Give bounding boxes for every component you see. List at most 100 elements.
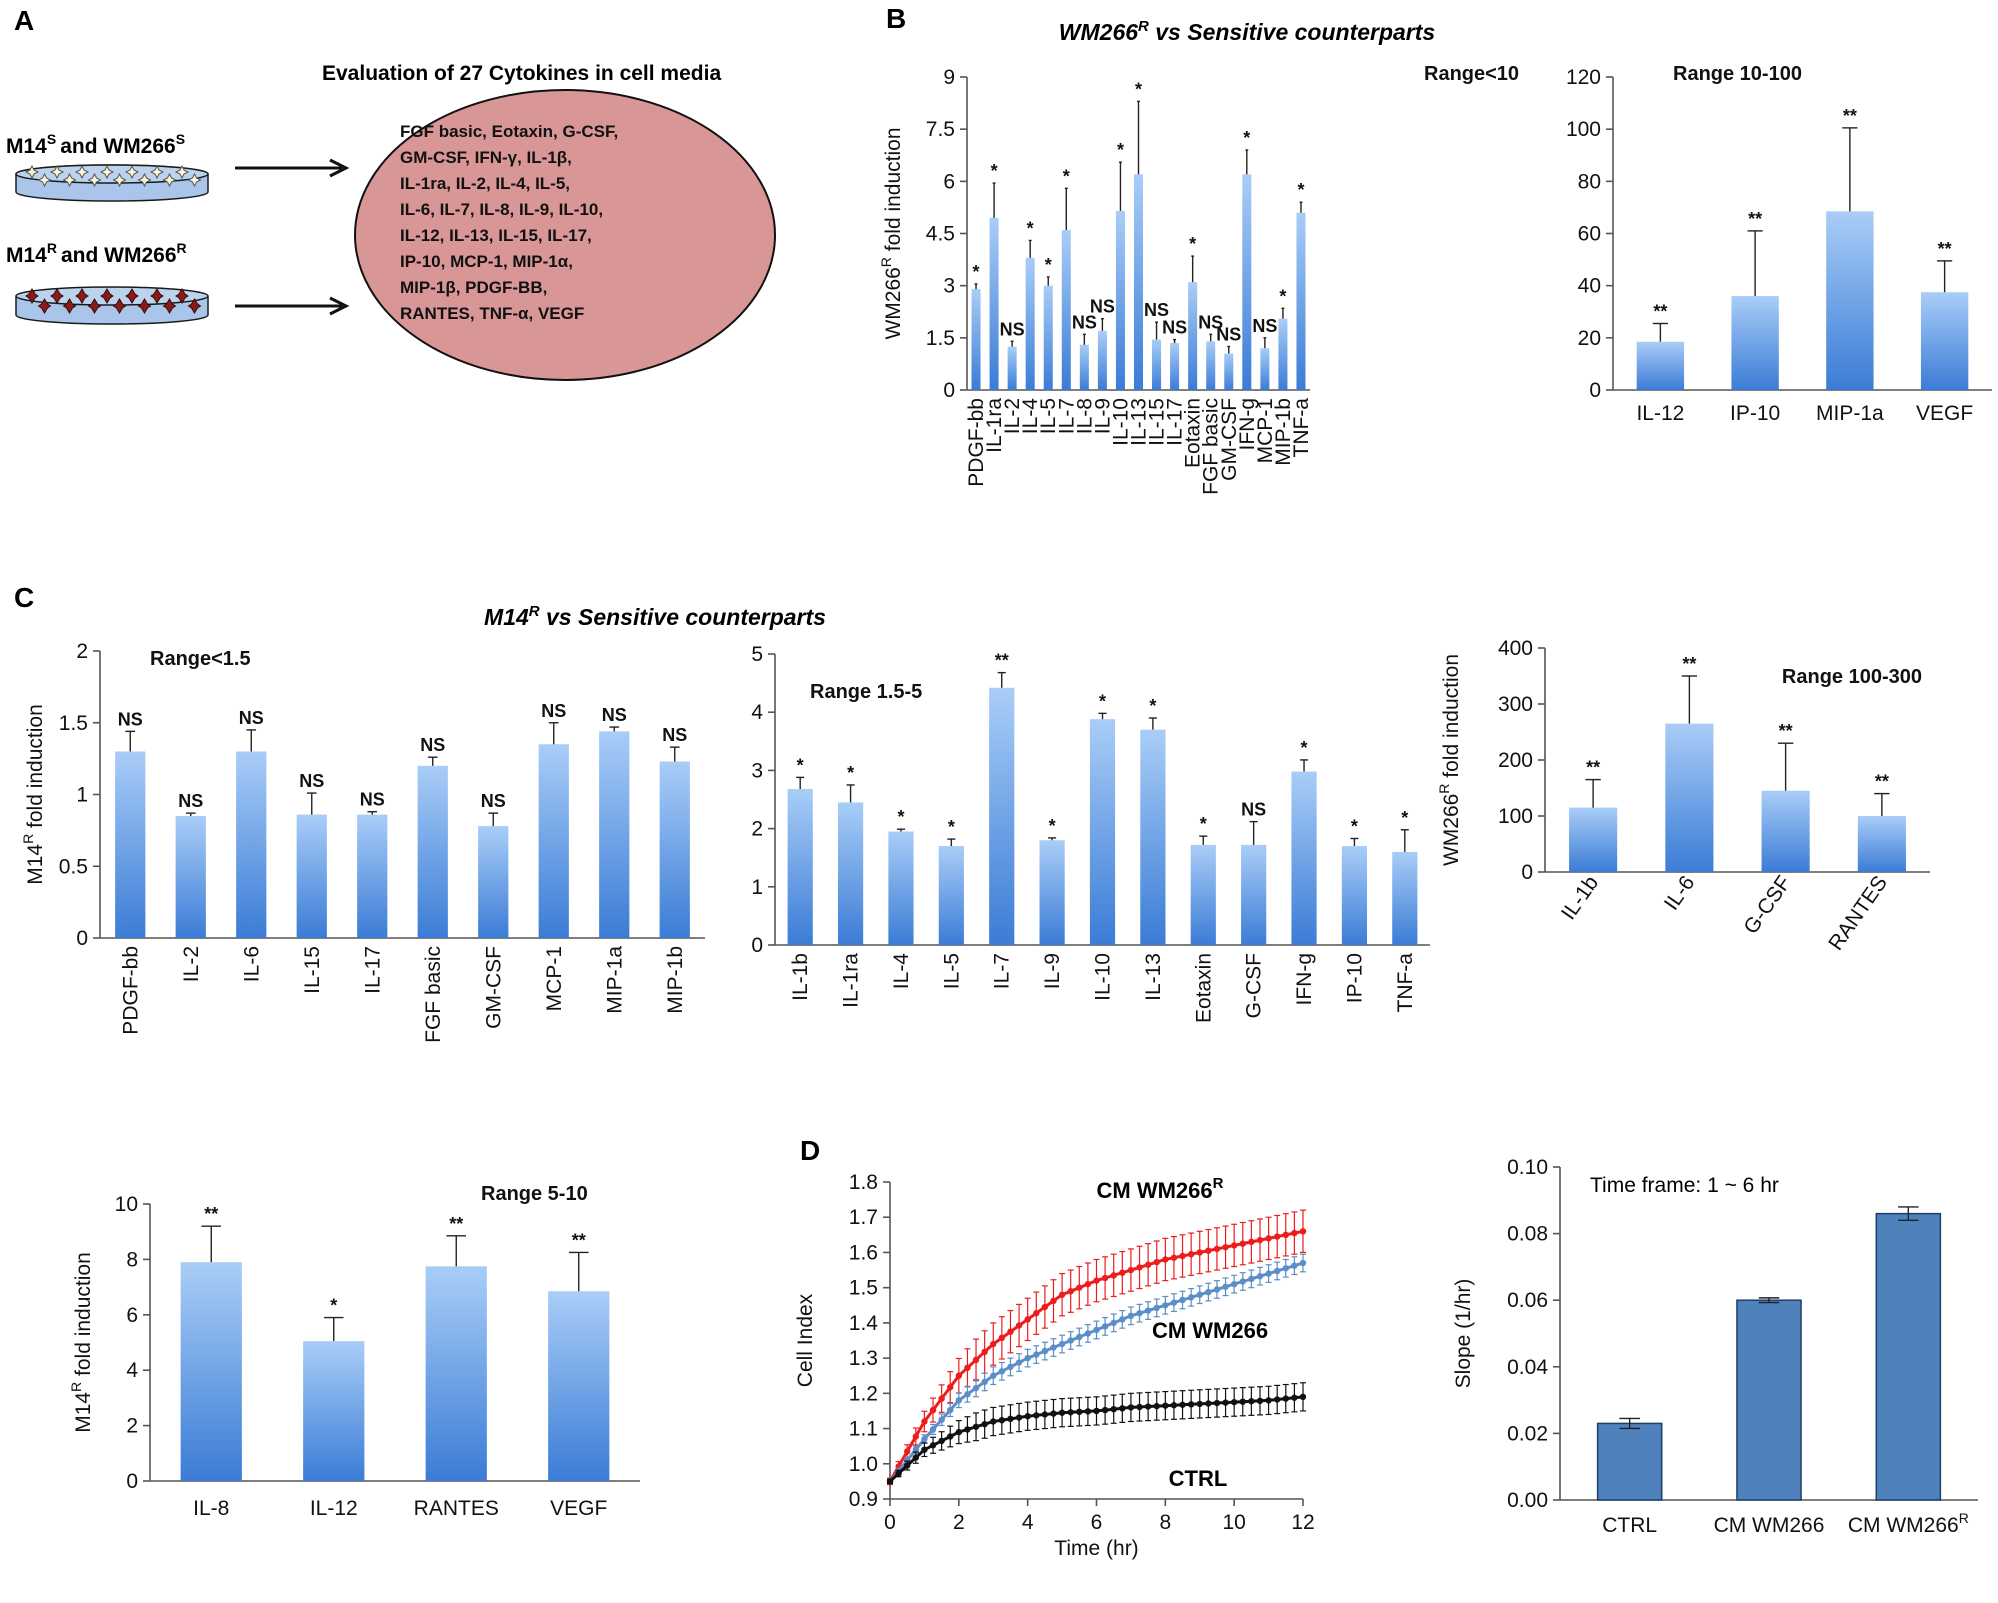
data-point <box>1033 1412 1040 1419</box>
significance-label: * <box>1099 691 1106 711</box>
significance-label: * <box>1351 816 1358 836</box>
sensitive-cell-icon <box>137 172 152 188</box>
significance-label: NS <box>662 725 687 745</box>
significance-label: * <box>1279 286 1286 306</box>
category-label: FGF basic <box>1200 398 1223 495</box>
y-axis-title: WM266R fold induction <box>878 127 905 339</box>
data-point <box>1076 1333 1083 1341</box>
significance-label: NS <box>602 705 627 725</box>
x-tick-label: 2 <box>953 1511 965 1534</box>
data-point <box>895 1470 902 1477</box>
data-point <box>947 1433 954 1440</box>
significance-label: * <box>991 161 998 181</box>
bar <box>989 687 1015 945</box>
y-tick-label: 300 <box>1498 693 1533 716</box>
data-point <box>1248 1238 1255 1246</box>
range-label: Range 100-300 <box>1782 666 1922 688</box>
bar <box>357 814 388 938</box>
category-label: IL-8 <box>193 1497 229 1520</box>
data-point <box>1067 1337 1074 1344</box>
bar <box>425 1266 487 1481</box>
bar <box>1392 851 1418 945</box>
range-label: Range 5-10 <box>481 1183 588 1205</box>
series-label: CM WM266R <box>1097 1175 1224 1203</box>
category-label: IL-1b <box>789 953 812 1001</box>
y-tick-label: 3 <box>943 275 955 298</box>
category-label: IL-6 <box>240 946 263 982</box>
data-point <box>938 1416 945 1423</box>
y-tick-label: 1.5 <box>849 1277 878 1300</box>
bar <box>888 831 914 945</box>
data-point <box>964 1426 971 1433</box>
data-point <box>1170 1254 1178 1261</box>
data-point <box>1110 1319 1117 1327</box>
data-point <box>1024 1354 1031 1362</box>
panel-b-title: WM266R vs Sensitive counterparts <box>1059 18 1435 45</box>
resistant-cell-icon <box>137 298 152 314</box>
y-tick-label: 5 <box>751 643 763 666</box>
data-point <box>904 1462 911 1469</box>
data-point <box>921 1435 928 1443</box>
bar <box>1857 816 1906 872</box>
data-point <box>990 1340 997 1348</box>
data-point <box>1127 1266 1135 1274</box>
data-point <box>1282 1395 1289 1402</box>
sensitive-cell-icon <box>99 164 115 180</box>
data-point <box>972 1356 980 1364</box>
range-label: Range<10 <box>1424 63 1519 85</box>
category-label: RANTES <box>1824 872 1892 955</box>
y-tick-label: 0.02 <box>1507 1422 1548 1445</box>
chart-c4: 0 2 4 6 8 10 ** IL-8 * IL-12 ** RANTES ** VEGF Range 5… <box>68 1183 640 1520</box>
bar <box>837 802 864 945</box>
data-point <box>955 1372 963 1379</box>
y-tick-label: 4 <box>751 701 763 724</box>
significance-label: * <box>1189 234 1196 254</box>
range-label: Range 1.5-5 <box>810 681 922 703</box>
sensitive-cell-icon <box>149 164 165 180</box>
y-tick-label: 1.6 <box>849 1241 878 1264</box>
x-tick-label: 12 <box>1291 1511 1314 1534</box>
data-point <box>1230 1280 1238 1288</box>
y-tick-label: 200 <box>1498 749 1533 772</box>
panel-label-b: B <box>886 3 906 34</box>
significance-label: * <box>1200 814 1207 834</box>
data-point <box>929 1406 937 1414</box>
category-label: IL-10 <box>1109 398 1132 446</box>
data-point <box>1179 1252 1186 1260</box>
data-point <box>1187 1294 1195 1301</box>
data-point <box>1256 1397 1264 1405</box>
bar <box>1115 210 1125 390</box>
data-point <box>1256 1236 1264 1244</box>
data-point <box>1015 1322 1023 1329</box>
bar <box>1079 344 1089 390</box>
cytokine-list-line: IL-1ra, IL-2, IL-4, IL-5, <box>400 174 570 193</box>
y-tick-label: 2 <box>126 1415 138 1438</box>
data-point <box>1058 1340 1066 1348</box>
y-tick-label: 40 <box>1578 275 1601 298</box>
sensitive-cell-icon <box>124 164 140 180</box>
data-point <box>1127 1312 1135 1320</box>
significance-label: * <box>897 807 904 827</box>
y-tick-label: 1.1 <box>849 1418 878 1441</box>
category-label: MIP-1b <box>664 946 687 1014</box>
data-point <box>1230 1242 1238 1249</box>
data-point <box>1007 1363 1014 1371</box>
data-point <box>964 1364 971 1371</box>
category-label: Eotaxin <box>1192 953 1215 1023</box>
significance-label: ** <box>1875 772 1889 792</box>
y-tick-label: 4.5 <box>926 223 955 246</box>
significance-label: NS <box>481 791 506 811</box>
category-label: MCP-1 <box>1254 398 1277 463</box>
resistant-dish-icon <box>15 286 209 325</box>
panel-a: Evaluation of 27 Cytokines in cell media… <box>6 62 776 381</box>
chart-b1: 0 1.5 3 4.5 6 7.5 9 * PDGF-bb * IL-1ra NS IL-2 * IL-4 *… <box>878 63 1519 495</box>
bar <box>971 289 981 390</box>
data-point <box>1015 1359 1023 1366</box>
bar <box>787 789 813 945</box>
data-point <box>1015 1414 1023 1421</box>
significance-label: * <box>330 1296 337 1316</box>
significance-label: * <box>948 817 955 837</box>
category-label: IL-9 <box>1091 398 1114 434</box>
resistant-cell-icon <box>125 288 139 304</box>
